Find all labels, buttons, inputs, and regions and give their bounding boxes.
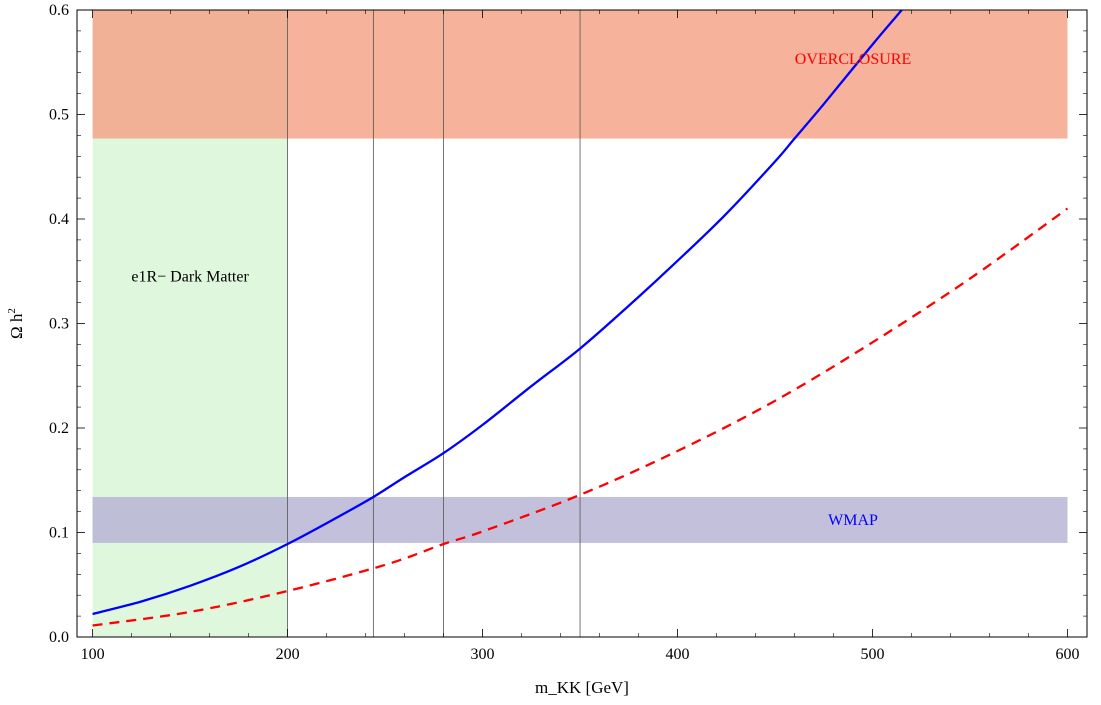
y-axis-label: Ω h2 xyxy=(6,308,26,339)
wmap-band-label: WMAP xyxy=(828,512,878,529)
y-tick-label: 0.0 xyxy=(49,629,69,646)
dashed-series-line xyxy=(92,207,1069,627)
y-tick-label: 0.3 xyxy=(49,316,69,333)
y-tick-label: 0.5 xyxy=(49,107,69,124)
x-tick-label: 500 xyxy=(861,646,885,663)
x-tick-label: 600 xyxy=(1056,646,1080,663)
labels-layer: m_KK [GeV] Ω h2 e1R− Dark Matter OVERCLOS… xyxy=(6,51,911,697)
x-axis-label: m_KK [GeV] xyxy=(535,678,629,697)
series-layer xyxy=(92,10,1069,627)
y-axis-label-sup: 2 xyxy=(6,308,18,314)
solid-series-line xyxy=(92,10,903,616)
y-axis-label-main: Ω h xyxy=(7,313,26,339)
vertical-lines-layer xyxy=(287,10,581,637)
y-tick-label: 0.1 xyxy=(49,525,69,542)
y-tick-label: 0.6 xyxy=(49,2,69,19)
x-tick-label: 200 xyxy=(276,646,300,663)
x-tick-label: 100 xyxy=(81,646,105,663)
x-tick-label: 300 xyxy=(471,646,495,663)
overclosure-band-label: OVERCLOSURE xyxy=(795,51,911,68)
dark-matter-region-label: e1R− Dark Matter xyxy=(131,268,249,285)
ticks-layer: 100 200 300 400 500 600 0.0 0.1 0.2 0.3 0.4 0.5 0.6 xyxy=(49,2,1087,663)
y-tick-label: 0.4 xyxy=(49,211,69,228)
x-tick-label: 400 xyxy=(666,646,690,663)
y-tick-label: 0.2 xyxy=(49,420,69,437)
